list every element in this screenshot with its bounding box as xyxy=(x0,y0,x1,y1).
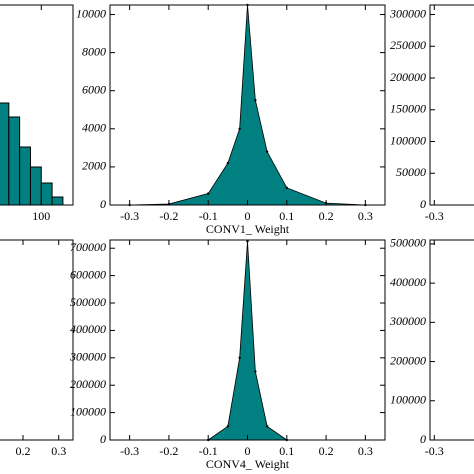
y-tick-label: 400000 xyxy=(70,322,106,336)
bar xyxy=(0,102,10,206)
x-tick-label: -0.2 xyxy=(159,209,178,223)
bar xyxy=(40,182,53,206)
y-tick-label: 500000 xyxy=(70,295,106,309)
x-tick-label: 0.1 xyxy=(279,444,294,458)
y-tick-label: 50000 xyxy=(396,165,426,179)
y-tick-label: 0 xyxy=(420,432,426,446)
bar xyxy=(19,146,31,206)
x-tick-label: -0.3 xyxy=(425,209,444,223)
point xyxy=(254,99,257,102)
point xyxy=(285,186,288,190)
plot-frame xyxy=(429,4,474,206)
y-tick-label: 8000 xyxy=(82,44,106,58)
y-tick-label: 200000 xyxy=(70,377,106,391)
point xyxy=(226,425,230,428)
x-tick-label: 0.2 xyxy=(319,444,334,458)
y-tick-label: 0 xyxy=(420,197,426,211)
y-tick-label: 700000 xyxy=(70,240,106,254)
area xyxy=(129,4,366,206)
x-tick-label: -0.3 xyxy=(120,444,139,458)
x-tick-label: 0 xyxy=(245,444,251,458)
y-tick-label: 400000 xyxy=(390,275,426,289)
x-tick-label: -0.1 xyxy=(199,209,218,223)
plot-frame xyxy=(0,4,74,206)
point xyxy=(265,425,269,428)
plot-frame xyxy=(429,239,474,441)
x-tick-label: 0.3 xyxy=(358,209,373,223)
y-tick-label: 150000 xyxy=(390,102,426,116)
x-tick-label: 0.2 xyxy=(319,209,334,223)
point xyxy=(254,370,257,373)
x-axis-label: CONV1_ Weight xyxy=(206,222,290,236)
y-tick-label: 10000 xyxy=(76,6,106,20)
y-tick-label: 0 xyxy=(100,432,106,446)
y-tick-label: 100000 xyxy=(390,133,426,147)
y-tick-label: 100000 xyxy=(70,404,106,418)
plot-frame xyxy=(0,239,74,441)
x-tick-label: 0 xyxy=(245,209,251,223)
y-tick-label: 300000 xyxy=(69,350,106,364)
x-tick-label: 0.2 xyxy=(16,444,31,458)
area xyxy=(206,241,289,441)
y-tick-label: 100000 xyxy=(390,393,426,407)
y-tick-label: 250000 xyxy=(390,38,426,52)
x-tick-label: 0.3 xyxy=(51,444,66,458)
x-tick-label: -0.3 xyxy=(425,444,444,458)
x-tick-label: 100 xyxy=(32,209,50,223)
y-tick-label: 0 xyxy=(100,197,106,211)
x-tick-label: 0.3 xyxy=(358,444,373,458)
y-tick-label: 500000 xyxy=(390,236,426,250)
bar xyxy=(8,116,21,206)
y-tick-label: 200000 xyxy=(390,70,426,84)
y-tick-label: 4000 xyxy=(82,121,106,135)
y-tick-label: 2000 xyxy=(82,159,106,173)
x-axis-label: CONV4_ Weight xyxy=(206,457,290,471)
bar xyxy=(29,166,42,206)
point xyxy=(207,192,210,195)
y-tick-label: 300000 xyxy=(389,314,426,328)
x-tick-label: -0.2 xyxy=(159,444,178,458)
bar xyxy=(51,196,64,206)
point xyxy=(265,150,269,153)
y-tick-label: 200000 xyxy=(390,353,426,367)
point xyxy=(238,356,241,360)
x-tick-label: -0.1 xyxy=(199,444,218,458)
point xyxy=(238,127,241,131)
y-tick-label: 6000 xyxy=(82,82,106,96)
x-tick-label: -0.3 xyxy=(120,209,139,223)
y-tick-label: 300000 xyxy=(389,6,426,20)
y-tick-label: 600000 xyxy=(70,267,106,281)
x-tick-label: 0.1 xyxy=(279,209,294,223)
point xyxy=(226,161,230,165)
